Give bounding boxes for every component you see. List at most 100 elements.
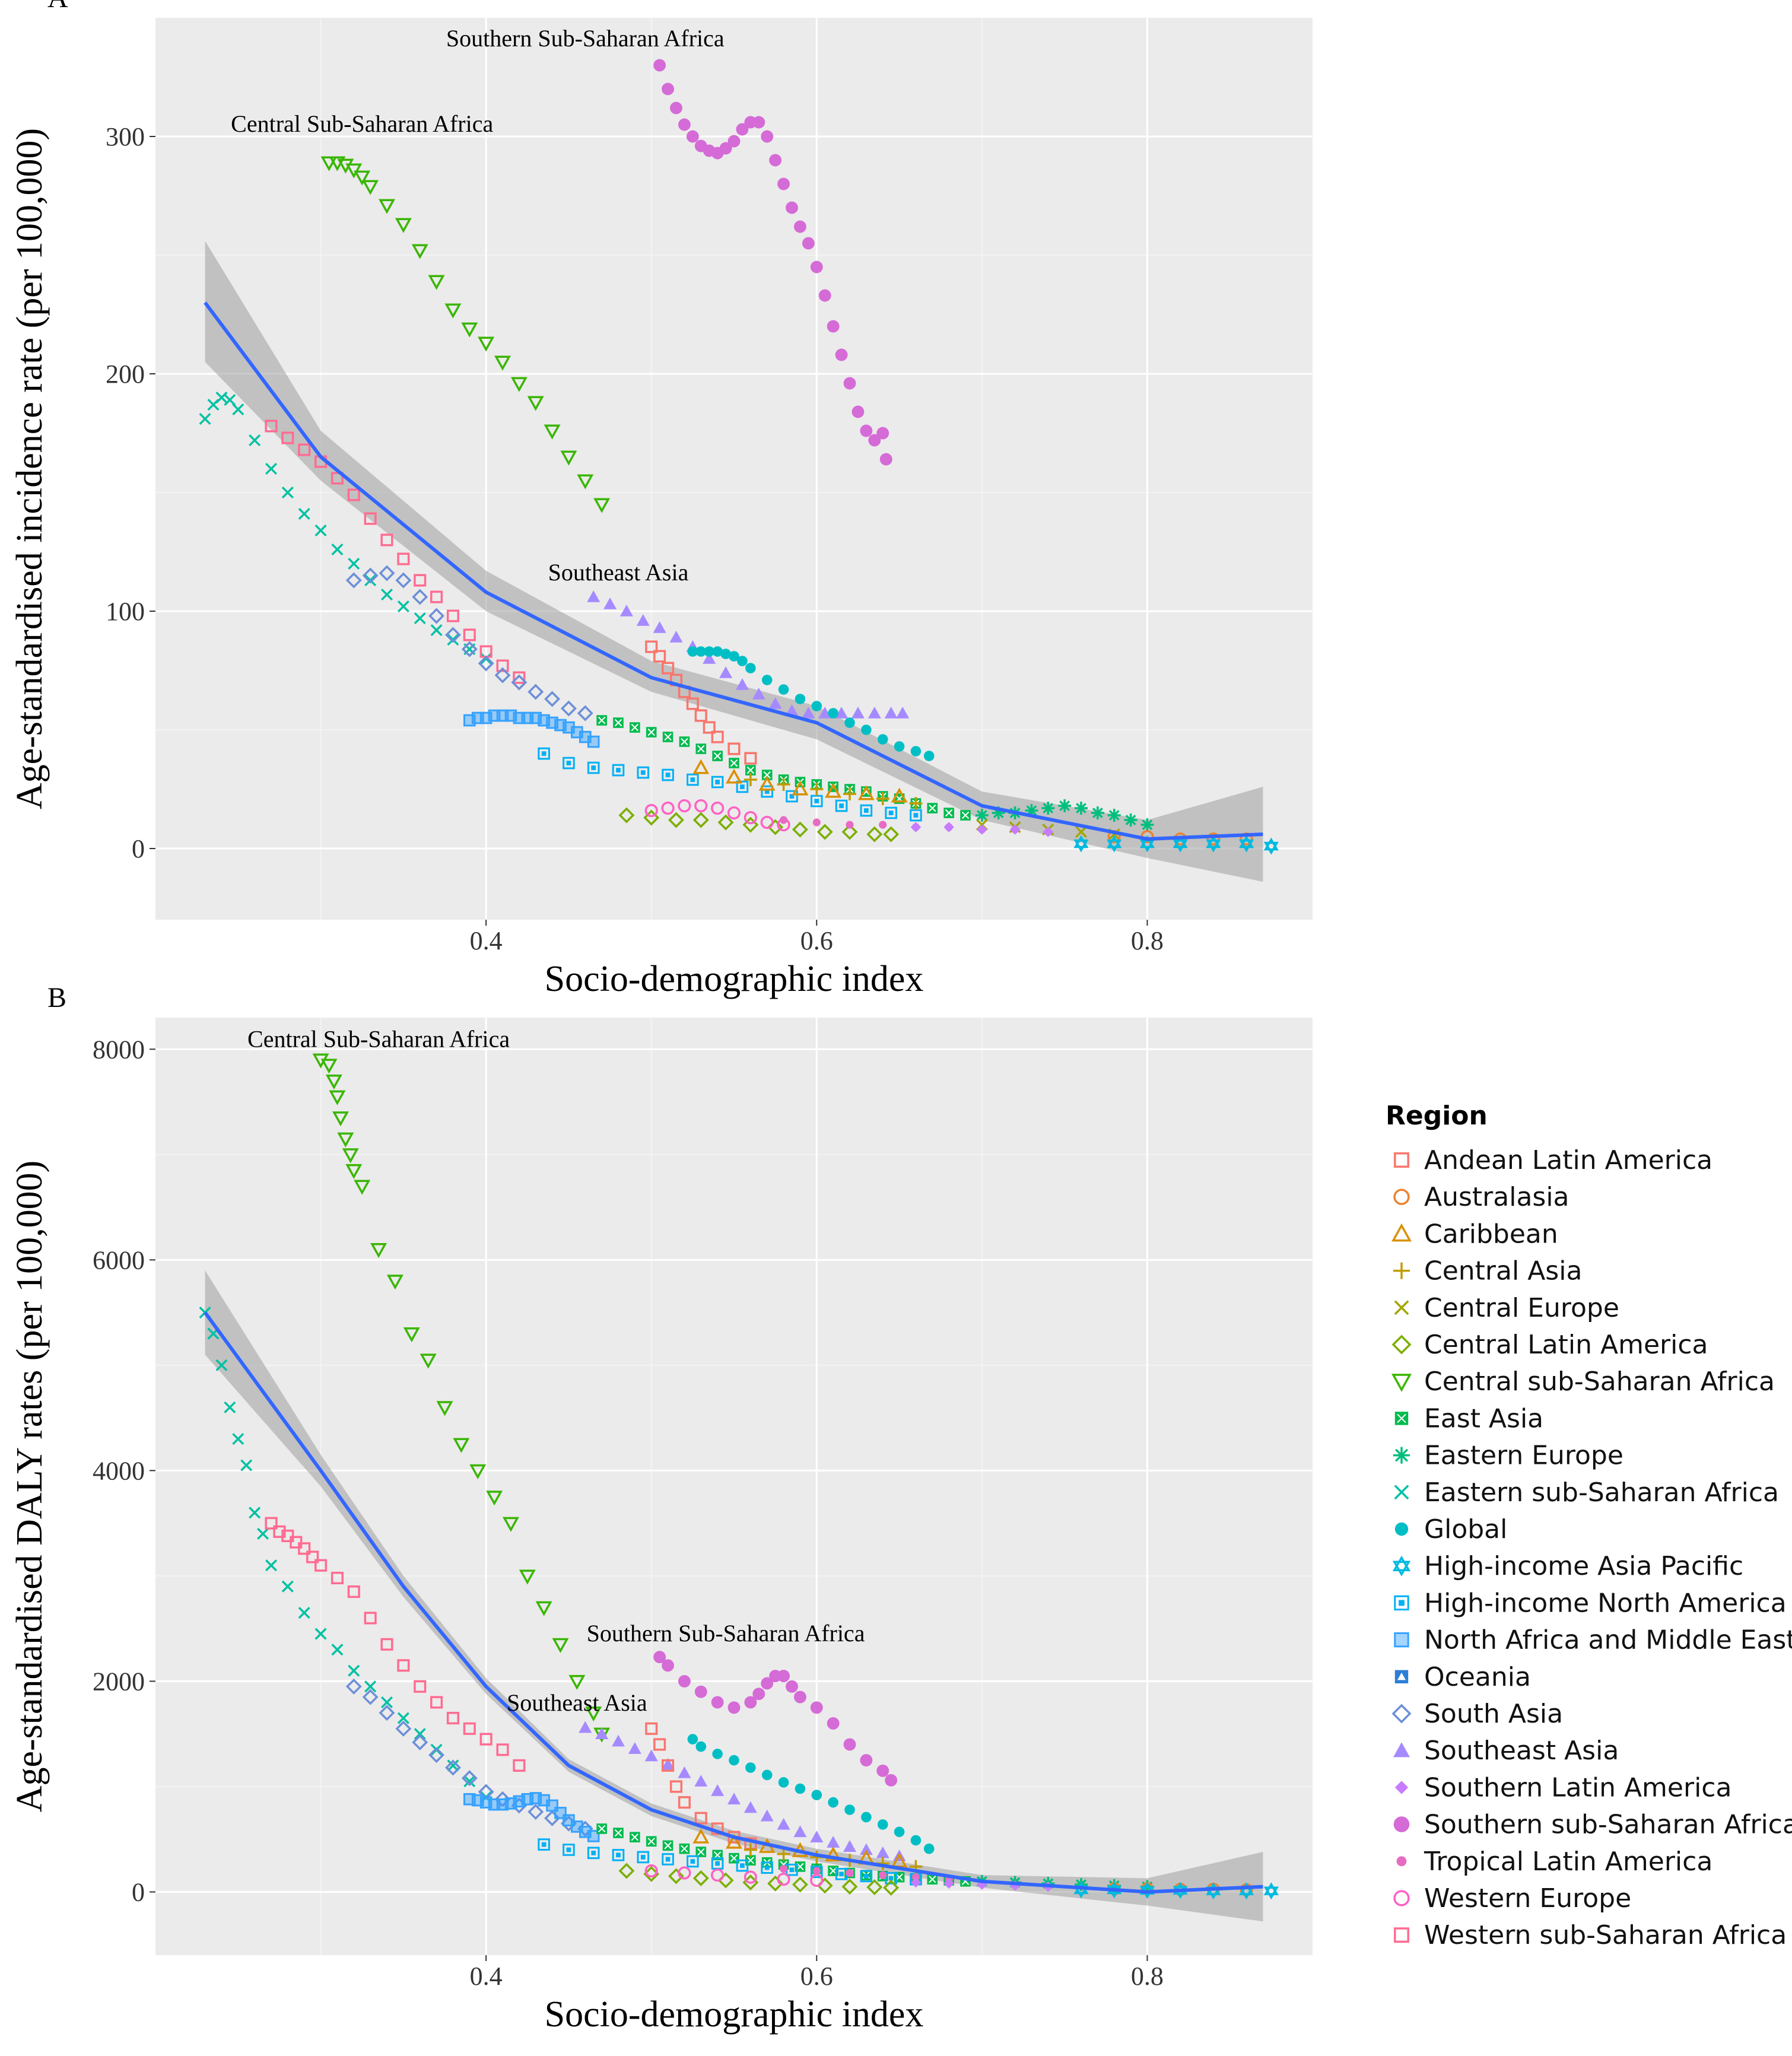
point-global: [811, 701, 822, 711]
point-southern-sub-saharan-africa: [694, 1685, 707, 1698]
series-high-income-north-america: [538, 747, 922, 822]
point-southern-sub-saharan-africa: [752, 1688, 765, 1701]
point-global: [729, 1755, 739, 1766]
point-western-europe: [810, 1873, 824, 1887]
panel-label: A: [47, 0, 68, 14]
point-south-asia: [379, 1705, 395, 1721]
point-eastern-europe: [992, 806, 1005, 819]
point-western-sub-saharan-africa: [298, 443, 311, 456]
point-southeast-asia: [694, 1775, 708, 1787]
point-western-sub-saharan-africa: [513, 1759, 526, 1772]
point-southeast-asia: [752, 688, 765, 700]
point-east-asia: [613, 717, 624, 728]
series-eastern-sub-saharan-africa: [199, 391, 493, 665]
point-central-sub-saharan-africa: [354, 1180, 371, 1195]
point-eastern-sub-saharan-africa: [397, 600, 409, 613]
legend-label: Central Latin America: [1424, 1330, 1708, 1360]
point-east-asia: [679, 1843, 690, 1854]
legend-item-central-latin-america: Central Latin America: [1391, 1330, 1708, 1360]
point-southeast-asia: [827, 1836, 840, 1848]
point-southeast-asia: [628, 1742, 641, 1754]
point-tropical-latin-america: [879, 821, 887, 829]
point-western-sub-saharan-africa: [414, 1680, 427, 1693]
point-southern-latin-america: [943, 1878, 954, 1889]
legend-item-central-sub-saharan-africa: Central sub-Saharan Africa: [1391, 1367, 1775, 1397]
legend-label: Southern Latin America: [1424, 1772, 1731, 1803]
point-western-sub-saharan-africa: [331, 1571, 344, 1584]
point-southern-latin-america: [977, 824, 987, 835]
y-tick-label: 4000: [93, 1456, 145, 1485]
point-central-latin-america: [618, 1863, 635, 1879]
point-central-latin-america: [866, 826, 883, 843]
point-high-income-asia-pacific: [1263, 1882, 1279, 1900]
point-southeast-asia: [719, 666, 733, 678]
point-south-asia: [379, 565, 395, 581]
point-caribbean: [792, 780, 809, 796]
point-eastern-sub-saharan-africa: [232, 1433, 244, 1445]
point-eastern-sub-saharan-africa: [265, 1559, 278, 1572]
point-central-sub-saharan-africa: [403, 1327, 420, 1343]
point-south-asia: [577, 705, 593, 722]
annotation-central-sub-saharan-africa: Central Sub-Saharan Africa: [247, 1026, 510, 1053]
trend-confidence-band: [205, 1270, 1263, 1922]
series-central-latin-america: [618, 807, 900, 843]
panel-b: 0.4 0.6 0.8 0 2000 4000 6000 8000 Central Sub-Sa…: [9, 982, 1313, 2035]
legend-label: Central Asia: [1424, 1256, 1582, 1286]
point-south-asia: [428, 1747, 445, 1763]
point-east-asia: [662, 1840, 673, 1851]
point-southeast-asia: [785, 704, 799, 716]
point-central-asia: [843, 787, 856, 800]
legend-key-western-sub-saharan-africa: [1394, 1927, 1409, 1943]
legend-key-western-europe: [1393, 1890, 1410, 1906]
point-southern-sub-saharan-africa: [777, 1670, 790, 1683]
point-western-europe: [678, 799, 691, 813]
point-southern-sub-saharan-africa: [793, 220, 806, 233]
point-eastern-sub-saharan-africa: [249, 434, 261, 447]
point-global: [687, 1734, 698, 1744]
point-central-latin-america: [883, 1879, 900, 1896]
point-southeast-asia: [587, 590, 600, 602]
series-global: [687, 1734, 935, 1854]
point-central-sub-saharan-africa: [519, 1569, 536, 1585]
point-central-sub-saharan-africa: [436, 1401, 453, 1416]
point-southern-latin-america: [910, 1877, 922, 1888]
point-east-asia: [927, 803, 938, 813]
point-central-sub-saharan-africa: [345, 163, 363, 179]
point-central-sub-saharan-africa: [379, 199, 395, 214]
point-high-income-north-america: [587, 761, 600, 774]
x-tick-label: 0.8: [1131, 1962, 1164, 1991]
point-central-asia: [744, 773, 757, 786]
point-andean-latin-america: [694, 1812, 707, 1825]
y-axis-title: Age-standardised incidence rate (per 100…: [9, 128, 50, 809]
point-global: [729, 651, 739, 662]
point-southern-sub-saharan-africa: [662, 82, 675, 96]
panel-label: B: [47, 982, 66, 1013]
point-central-sub-saharan-africa: [585, 1707, 602, 1722]
point-high-income-north-america: [885, 806, 897, 819]
point-central-sub-saharan-africa: [502, 1517, 519, 1532]
point-global: [861, 1812, 872, 1823]
point-east-asia: [943, 808, 954, 818]
legend-key-andean-latin-america: [1394, 1152, 1409, 1168]
y-axis-title: Age-standardised DALY rates (per 100,000…: [9, 1161, 50, 1813]
point-southern-sub-saharan-africa: [727, 1701, 741, 1714]
legend-label: East Asia: [1424, 1403, 1543, 1434]
point-global: [761, 675, 773, 685]
legend-key-tropical-latin-america: [1396, 1856, 1407, 1867]
point-eastern-sub-saharan-africa: [380, 1696, 393, 1708]
point-andean-latin-america: [686, 697, 699, 710]
legend-key-high-income-north-america: [1394, 1595, 1409, 1611]
point-andean-latin-america: [669, 1780, 683, 1793]
point-southeast-asia: [669, 631, 683, 643]
point-east-asia: [927, 1874, 938, 1885]
point-western-sub-saharan-africa: [380, 1638, 393, 1651]
point-southeast-asia: [768, 697, 782, 709]
point-southern-latin-america: [943, 822, 954, 832]
series-southeast-asia: [579, 1721, 906, 1861]
point-western-sub-saharan-africa: [397, 552, 410, 565]
point-western-sub-saharan-africa: [414, 574, 427, 587]
point-global: [877, 1819, 888, 1830]
y-tick-label: 2000: [93, 1667, 145, 1696]
point-eastern-sub-saharan-africa: [224, 393, 236, 406]
legend-item-central-europe: Central Europe: [1394, 1293, 1619, 1323]
